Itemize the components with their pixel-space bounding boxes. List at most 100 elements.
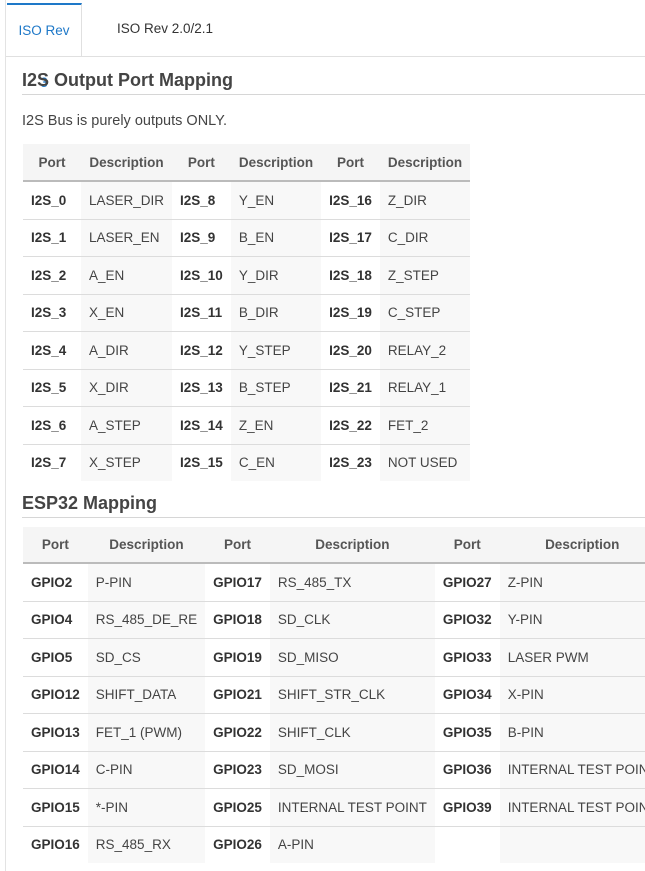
- column-header-port: Port: [172, 144, 231, 182]
- description-cell: RS_485_RX: [87, 825, 206, 863]
- port-cell: GPIO36: [434, 750, 500, 789]
- port-cell: I2S_8: [172, 180, 231, 219]
- description-cell: Y_STEP: [230, 331, 322, 369]
- column-header-port: Port: [321, 144, 380, 182]
- tab-iso-rev-2[interactable]: ISO Rev 2.0/2.1: [117, 21, 214, 36]
- port-cell: GPIO4: [23, 600, 88, 639]
- port-cell: GPIO25: [205, 788, 270, 826]
- description-cell: SHIFT_DATA: [87, 675, 206, 714]
- port-cell: GPIO5: [23, 638, 88, 676]
- port-cell: I2S_2: [23, 256, 81, 294]
- description-cell: RS_485_DE_RE: [87, 600, 206, 639]
- description-cell: X_DIR: [81, 368, 173, 407]
- description-cell: LASER_DIR: [81, 180, 173, 219]
- port-cell: I2S_1: [23, 218, 81, 257]
- port-cell: GPIO17: [205, 562, 270, 601]
- table-row: I2S_1 LASER_EN I2S_9 B_EN I2S_17 C_DIR: [23, 218, 471, 257]
- description-cell: INTERNAL TEST POINT: [499, 750, 645, 789]
- column-header-port: Port: [205, 527, 270, 564]
- description-cell: SD_CLK: [269, 600, 435, 639]
- table-row: GPIO14 C-PIN GPIO23 SD_MOSI GPIO36 INTERNAL T…: [23, 750, 645, 789]
- description-cell: RS_485_TX: [269, 562, 435, 601]
- table-row: GPIO13 FET_1 (PWM) GPIO22 SHIFT_CLK GPIO35 B-…: [23, 713, 645, 751]
- description-cell: C_DIR: [379, 218, 471, 257]
- description-cell: FET_1 (PWM): [87, 713, 206, 751]
- description-cell: Y_DIR: [230, 256, 322, 294]
- esp32-mapping-table: Port Description Port Description Port Descri…: [23, 527, 645, 863]
- port-cell: GPIO2: [23, 562, 88, 601]
- description-cell: B_DIR: [230, 293, 322, 332]
- port-cell: I2S_10: [172, 256, 231, 294]
- description-cell: C_STEP: [379, 293, 471, 332]
- description-cell: INTERNAL TEST POINT: [499, 788, 645, 826]
- table-row: I2S_0 LASER_DIR I2S_8 Y_EN I2S_16 Z_DIR: [23, 180, 471, 219]
- tab-bar: ISO Rev 3 ISO Rev 2.0/2.1: [6, 0, 645, 90]
- description-cell: C_EN: [230, 443, 322, 481]
- port-cell: I2S_20: [321, 331, 380, 369]
- port-cell: GPIO16: [23, 825, 88, 863]
- port-cell: GPIO19: [205, 638, 270, 676]
- table-row: I2S_4 A_DIR I2S_12 Y_STEP I2S_20 RELAY_2: [23, 331, 471, 369]
- description-cell: X_STEP: [81, 443, 173, 481]
- port-cell: I2S_14: [172, 406, 231, 444]
- port-cell: I2S_3: [23, 293, 81, 332]
- description-cell: LASER PWM: [499, 638, 645, 676]
- description-cell: Z-PIN: [499, 562, 645, 601]
- description-cell: Z_EN: [230, 406, 322, 444]
- column-header-description: Description: [379, 144, 471, 182]
- i2s-mapping-table: Port Description Port Description Port Descri…: [23, 144, 471, 481]
- port-cell: GPIO12: [23, 675, 88, 714]
- port-cell: GPIO21: [205, 675, 270, 714]
- table-row: GPIO16 RS_485_RX GPIO26 A-PIN: [23, 825, 645, 863]
- port-cell: I2S_15: [172, 443, 231, 481]
- column-header-port: Port: [23, 144, 81, 182]
- port-cell: I2S_17: [321, 218, 380, 257]
- port-cell: GPIO26: [205, 825, 270, 863]
- description-cell: RELAY_2: [379, 331, 471, 369]
- tab-iso-rev-3[interactable]: ISO Rev 3: [7, 3, 82, 90]
- column-header-description: Description: [269, 527, 435, 564]
- port-cell: GPIO27: [434, 562, 500, 601]
- table-row: I2S_7 X_STEP I2S_15 C_EN I2S_23 NOT USED: [23, 443, 471, 481]
- port-cell: GPIO23: [205, 750, 270, 789]
- port-cell: GPIO32: [434, 600, 500, 639]
- description-cell: P-PIN: [87, 562, 206, 601]
- port-cell: I2S_22: [321, 406, 380, 444]
- port-cell: I2S_0: [23, 180, 81, 219]
- port-cell: GPIO22: [205, 713, 270, 751]
- description-cell: FET_2: [379, 406, 471, 444]
- port-cell: GPIO18: [205, 600, 270, 639]
- i2s-intro: I2S Bus is purely outputs ONLY.: [22, 113, 227, 129]
- table-row: GPIO4 RS_485_DE_RE GPIO18 SD_CLK GPIO32 Y-PIN: [23, 600, 645, 639]
- port-cell: I2S_12: [172, 331, 231, 369]
- description-cell: B_EN: [230, 218, 322, 257]
- port-cell: I2S_5: [23, 368, 81, 407]
- column-header-port: Port: [23, 527, 88, 564]
- port-cell: I2S_11: [172, 293, 231, 332]
- description-cell: B-PIN: [499, 713, 645, 751]
- port-cell: I2S_16: [321, 180, 380, 219]
- port-cell: I2S_13: [172, 368, 231, 407]
- description-cell: NOT USED: [379, 443, 471, 481]
- table-row: I2S_5 X_DIR I2S_13 B_STEP I2S_21 RELAY_1: [23, 368, 471, 407]
- port-cell: I2S_9: [172, 218, 231, 257]
- description-cell: SD_MOSI: [269, 750, 435, 789]
- table-row: GPIO12 SHIFT_DATA GPIO21 SHIFT_STR_CLK GPIO3…: [23, 675, 645, 714]
- port-cell: I2S_23: [321, 443, 380, 481]
- port-cell: GPIO33: [434, 638, 500, 676]
- port-cell: GPIO34: [434, 675, 500, 714]
- description-cell: A-PIN: [269, 825, 435, 863]
- description-cell: SHIFT_CLK: [269, 713, 435, 751]
- port-cell: GPIO35: [434, 713, 500, 751]
- description-cell: X_EN: [81, 293, 173, 332]
- i2s-heading: I2S Output Port Mapping: [22, 70, 645, 95]
- description-cell: A_DIR: [81, 331, 173, 369]
- column-header-port: Port: [434, 527, 500, 564]
- port-cell: I2S_7: [23, 443, 81, 481]
- description-cell: Y_EN: [230, 180, 322, 219]
- port-cell: GPIO39: [434, 788, 500, 826]
- left-divider: [5, 0, 6, 871]
- description-cell: Z_DIR: [379, 180, 471, 219]
- description-cell: C-PIN: [87, 750, 206, 789]
